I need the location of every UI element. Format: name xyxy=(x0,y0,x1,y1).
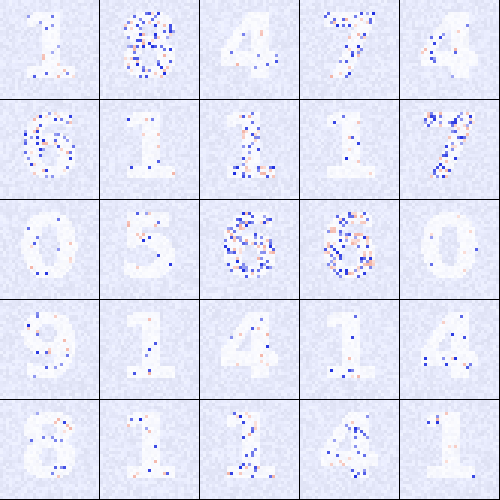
heatmap-canvas xyxy=(200,200,299,299)
heatmap-tile xyxy=(400,0,499,99)
heatmap-tile xyxy=(200,100,299,199)
heatmap-tile xyxy=(0,100,99,199)
heatmap-canvas xyxy=(400,400,499,499)
heatmap-tile xyxy=(200,200,299,299)
heatmap-canvas xyxy=(400,300,499,399)
heatmap-canvas xyxy=(200,400,299,499)
heatmap-canvas xyxy=(100,100,199,199)
heatmap-canvas xyxy=(400,0,499,99)
heatmap-tile xyxy=(200,0,299,99)
heatmap-canvas xyxy=(300,200,399,299)
heatmap-canvas xyxy=(200,0,299,99)
heatmap-canvas xyxy=(200,100,299,199)
heatmap-canvas xyxy=(0,300,99,399)
heatmap-canvas xyxy=(200,300,299,399)
heatmap-canvas xyxy=(100,200,199,299)
heatmap-canvas xyxy=(100,400,199,499)
heatmap-tile xyxy=(400,200,499,299)
heatmap-tile xyxy=(400,100,499,199)
heatmap-tile xyxy=(200,400,299,499)
heatmap-tile xyxy=(300,0,399,99)
heatmap-canvas xyxy=(300,100,399,199)
heatmap-canvas xyxy=(100,300,199,399)
heatmap-tile xyxy=(300,400,399,499)
heatmap-tile xyxy=(100,300,199,399)
heatmap-canvas xyxy=(300,300,399,399)
heatmap-tile xyxy=(0,400,99,499)
heatmap-tile xyxy=(100,200,199,299)
heatmap-canvas xyxy=(300,400,399,499)
heatmap-tile xyxy=(0,300,99,399)
heatmap-tile xyxy=(400,300,499,399)
heatmap-tile xyxy=(100,100,199,199)
heatmap-canvas xyxy=(0,400,99,499)
heatmap-tile xyxy=(300,300,399,399)
heatmap-tile xyxy=(100,400,199,499)
heatmap-canvas xyxy=(400,200,499,299)
heatmap-canvas xyxy=(400,100,499,199)
heatmap-tile xyxy=(300,200,399,299)
heatmap-canvas xyxy=(0,0,99,99)
heatmap-tile xyxy=(0,200,99,299)
heatmap-canvas xyxy=(0,200,99,299)
heatmap-tile xyxy=(0,0,99,99)
heatmap-canvas xyxy=(100,0,199,99)
heatmap-tile xyxy=(200,300,299,399)
heatmap-tile xyxy=(100,0,199,99)
heatmap-tile xyxy=(300,100,399,199)
heatmap-tile xyxy=(400,400,499,499)
heatmap-canvas xyxy=(0,100,99,199)
heatmap-canvas xyxy=(300,0,399,99)
